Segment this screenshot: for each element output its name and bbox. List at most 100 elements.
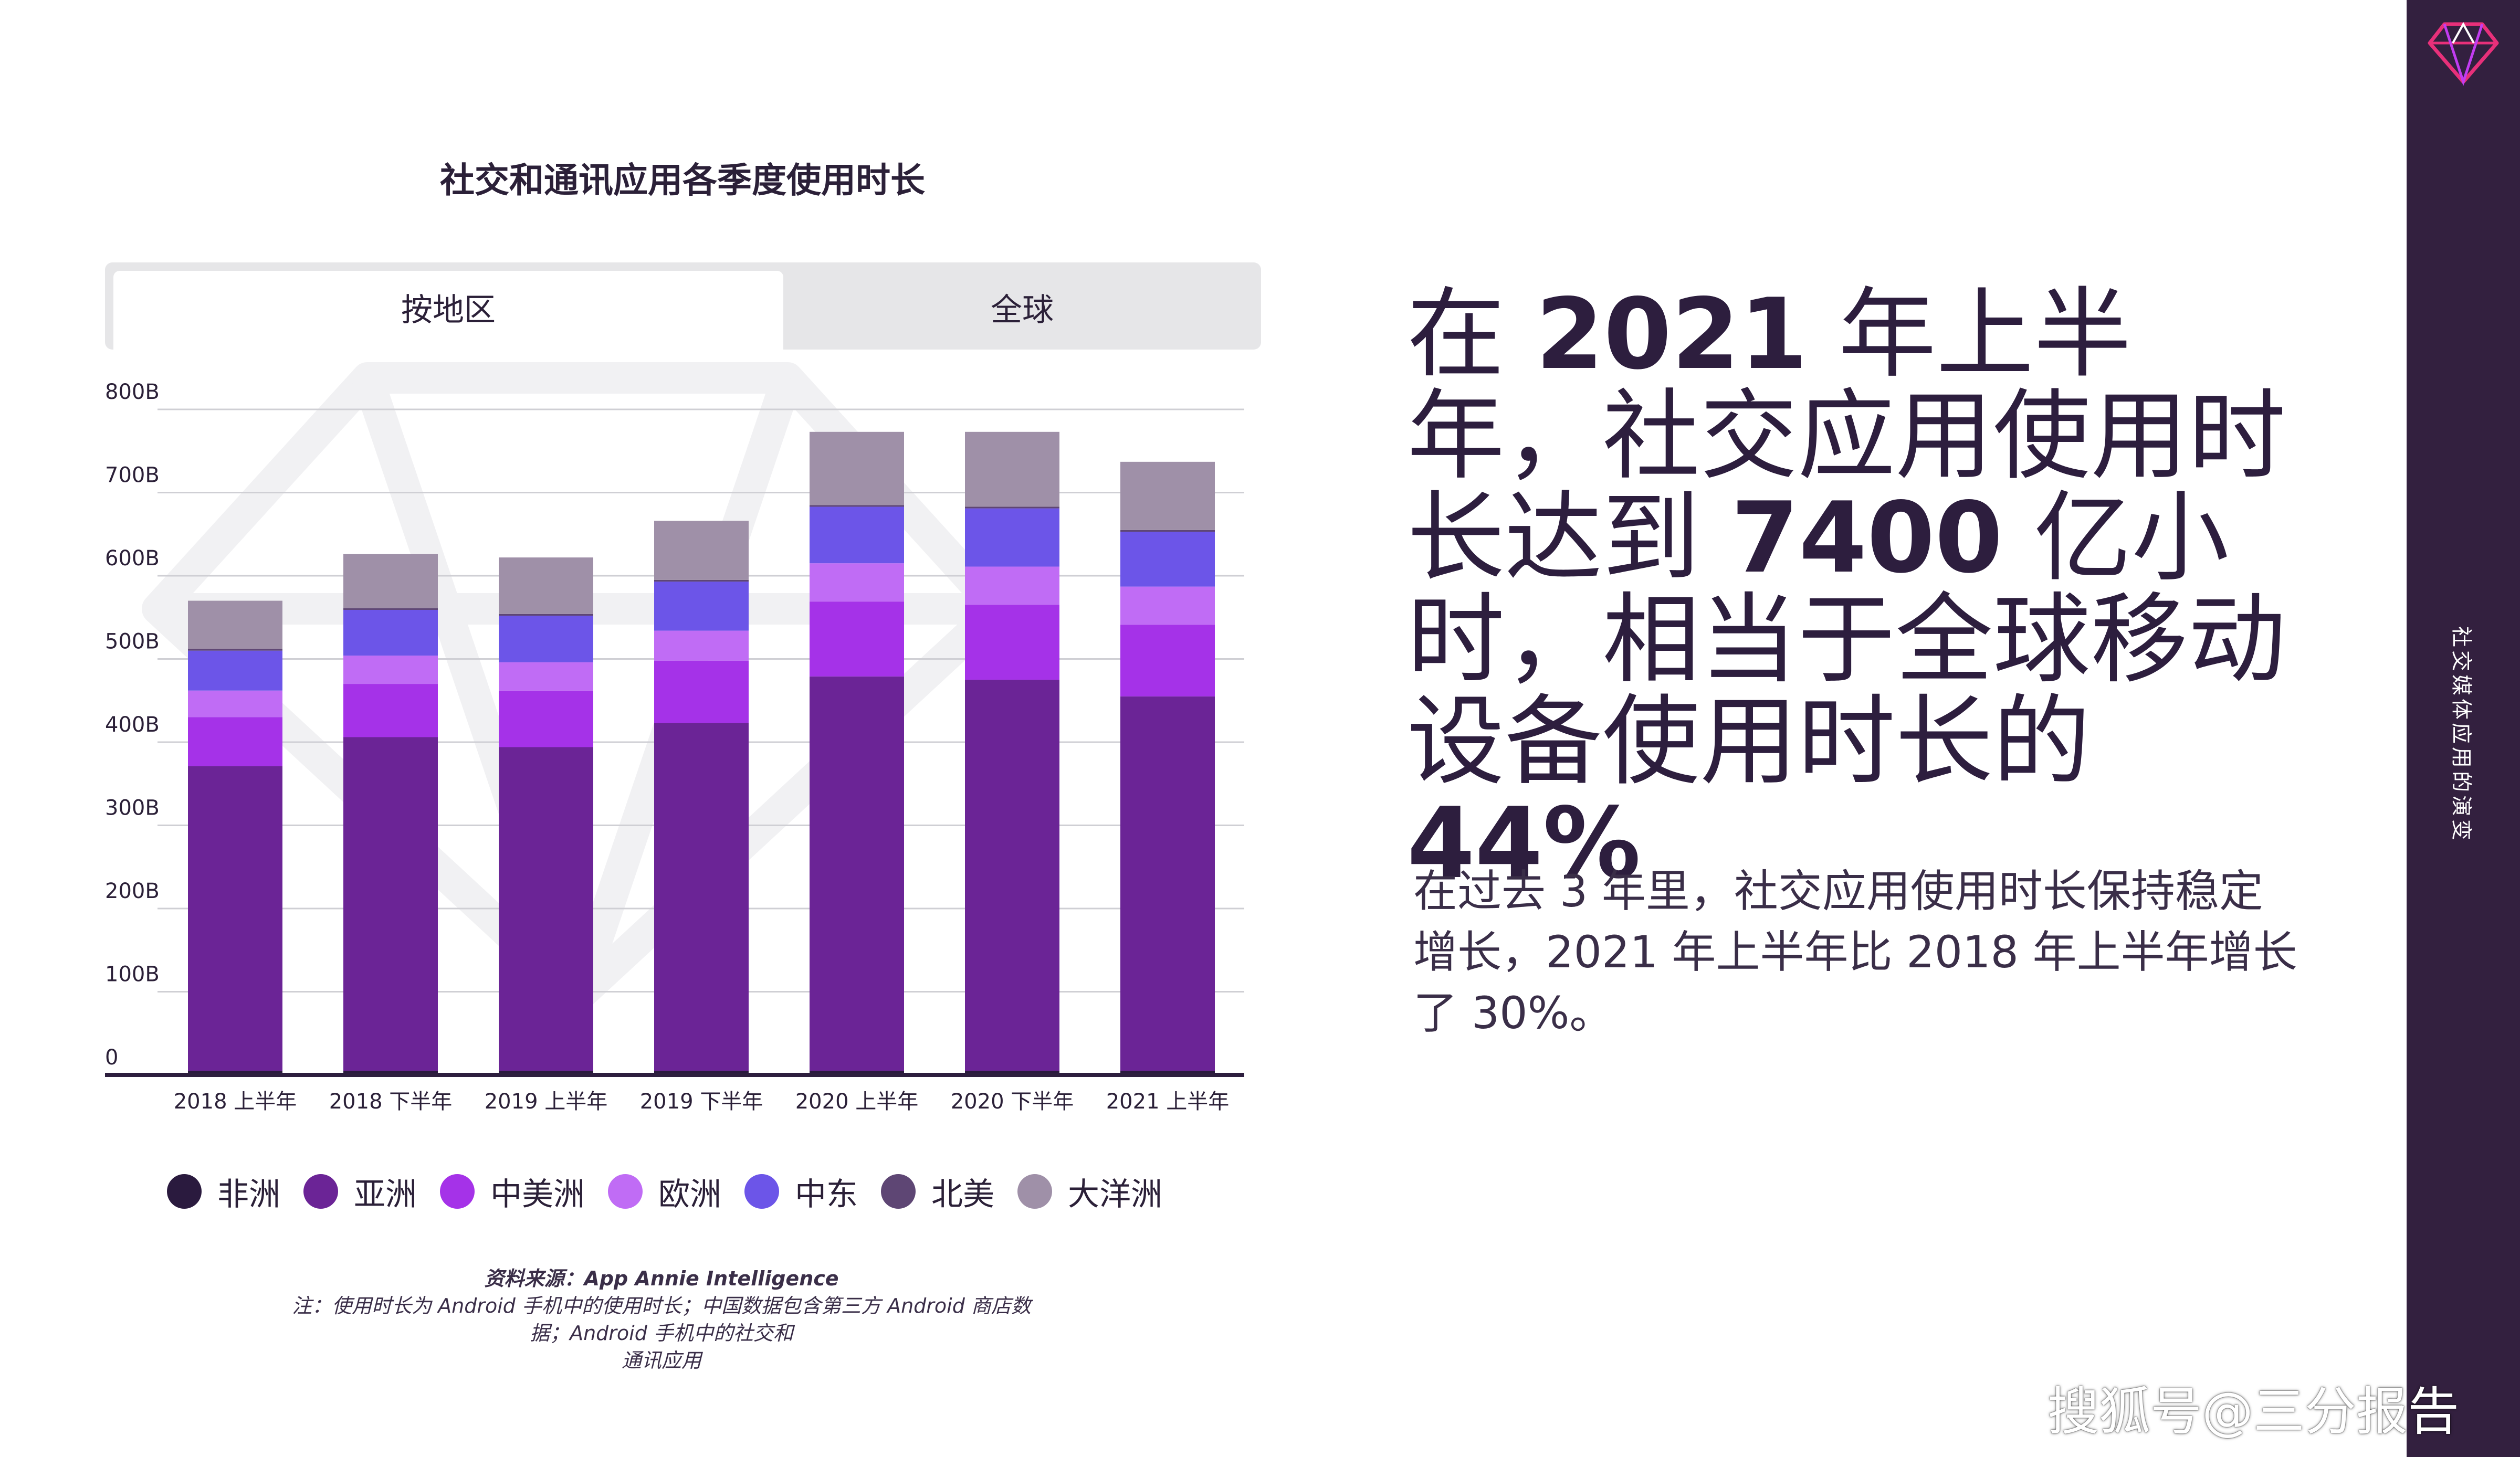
- y-tick-label: 400B: [105, 713, 160, 737]
- note-line-1: 注：使用时长为 Android 手机中的使用时长；中国数据包含第三方 Andro…: [292, 1294, 1031, 1317]
- legend-item: 中美洲: [440, 1169, 585, 1215]
- chart-title: 社交和通讯应用各季度使用时长: [440, 160, 925, 200]
- bar-segment: [1120, 461, 1215, 530]
- bar-segment: [188, 649, 282, 651]
- legend-item: 中东: [744, 1169, 858, 1215]
- legend-item: 大洋洲: [1017, 1169, 1162, 1215]
- y-tick-label: 500B: [105, 630, 160, 654]
- sidebar-section-title: 社交媒体应用的演变: [2449, 626, 2473, 843]
- bar-segment: [810, 506, 904, 564]
- bar-segment: [188, 600, 282, 649]
- source-line: 资料来源：App Annie Intelligence: [484, 1267, 839, 1290]
- x-tick-label: 2020 下半年: [951, 1090, 1074, 1114]
- bar-segment: [188, 690, 282, 717]
- bar-segment: [810, 601, 904, 677]
- bar-segment: [188, 717, 282, 766]
- bar-segment: [1120, 696, 1215, 1071]
- body-paragraph: 在过去 3 年里，社交应用使用时长保持稳定增长，2021 年上半年比 2018 …: [1413, 865, 2297, 1039]
- legend-swatch: [167, 1174, 202, 1209]
- x-tick-label: 2019 下半年: [640, 1090, 763, 1114]
- legend-label: 大洋洲: [1068, 1176, 1162, 1213]
- bar-segment: [1120, 531, 1215, 587]
- bar-segment: [499, 614, 593, 616]
- x-tick-label: 2018 下半年: [329, 1090, 453, 1114]
- bar-segment: [810, 563, 904, 602]
- bar-segment: [654, 660, 749, 723]
- legend-item: 北美: [881, 1169, 994, 1215]
- bar-segment: [1120, 530, 1215, 532]
- legend-label: 中美洲: [490, 1176, 585, 1213]
- headline-text-1: 在: [1407, 277, 1536, 391]
- legend-item: 欧洲: [608, 1169, 721, 1215]
- headline: 在 2021 年上半年，社交应用使用时长达到 7400 亿小时，相当于全球移动设…: [1407, 283, 2320, 894]
- legend-item: 非洲: [167, 1169, 280, 1215]
- y-tick-label: 100B: [105, 963, 160, 987]
- headline-text-3: 亿小时，相当于全球移动设备使用时长的: [1407, 481, 2286, 798]
- note-line-2: 据；Android 手机中的社交和: [530, 1322, 793, 1345]
- y-tick-label: 700B: [105, 463, 160, 488]
- x-tick-label: 2021 上半年: [1106, 1090, 1230, 1114]
- source-note: 资料来源：App Annie Intelligence 注：使用时长为 Andr…: [252, 1265, 1071, 1374]
- bar-segment: [188, 766, 282, 1071]
- y-tick-label: 600B: [105, 546, 160, 571]
- y-tick-label: 0: [105, 1046, 118, 1070]
- legend-label: 中东: [795, 1176, 858, 1213]
- tab-global[interactable]: 全球: [991, 292, 1054, 329]
- bar-segment: [654, 630, 749, 661]
- legend-label: 北美: [931, 1176, 994, 1213]
- headline-hours: 7400: [1731, 481, 2003, 595]
- legend-swatch: [1017, 1174, 1052, 1209]
- legend-swatch: [303, 1174, 338, 1209]
- bar-segment: [654, 723, 749, 1071]
- bar-segment: [499, 690, 593, 747]
- bar-segment: [965, 680, 1059, 1071]
- chart-legend: 非洲 亚洲 中美洲 欧洲 中东 北美 大洋洲: [167, 1165, 1185, 1218]
- legend-swatch: [881, 1174, 916, 1209]
- bar-segment: [499, 747, 593, 1071]
- bar-segment: [343, 656, 438, 684]
- bar-segment: [965, 506, 1059, 509]
- legend-swatch: [440, 1174, 475, 1209]
- sidebar: 社交媒体应用的演变: [2407, 0, 2520, 1457]
- legend-swatch: [744, 1174, 779, 1209]
- legend-label: 亚洲: [354, 1176, 417, 1213]
- headline-year: 2021: [1536, 277, 1808, 391]
- note-line-3: 通讯应用: [621, 1349, 701, 1372]
- bar-segment: [343, 609, 438, 656]
- bar-segment: [343, 554, 438, 608]
- bar-segment: [810, 431, 904, 505]
- x-tick-label: 2018 上半年: [174, 1090, 297, 1114]
- y-tick-label: 300B: [105, 796, 160, 820]
- bar-segment: [965, 431, 1059, 507]
- headline-percent: 44%: [1407, 786, 1641, 900]
- bar-segment: [188, 650, 282, 691]
- bar-segment: [499, 616, 593, 662]
- y-tick-label: 800B: [105, 380, 160, 404]
- headline-text-2: 年上半年，社交应用使用时长达到: [1407, 277, 2286, 595]
- bar-segment: [965, 605, 1059, 680]
- tab-by-region[interactable]: 按地区: [113, 271, 783, 350]
- legend-label: 欧洲: [658, 1176, 721, 1213]
- bar-segment: [343, 608, 438, 610]
- bar-segment: [1120, 625, 1215, 696]
- x-tick-label: 2020 上半年: [795, 1090, 919, 1114]
- bar-segment: [654, 582, 749, 631]
- legend-item: 亚洲: [303, 1169, 417, 1215]
- region-tabs: 按地区 全球: [105, 262, 1261, 350]
- bar-segment: [499, 557, 593, 614]
- x-tick-label: 2019 上半年: [485, 1090, 608, 1114]
- legend-swatch: [608, 1174, 643, 1209]
- bar-segment: [654, 579, 749, 582]
- diamond-logo-icon: [2428, 22, 2499, 87]
- bar-segment: [1120, 586, 1215, 625]
- y-tick-label: 200B: [105, 879, 160, 903]
- stacked-bar-chart: 0 100B 200B 300B 400B 500B 600B 700B 800B 2018 上半…: [105, 362, 1244, 1114]
- bar-segment: [810, 505, 904, 507]
- source-watermark: 搜狐号@三分报告: [2048, 1382, 2460, 1442]
- bar-segment: [654, 521, 749, 580]
- bar-segment: [965, 508, 1059, 567]
- bar-segment: [499, 662, 593, 691]
- bar-segment: [810, 676, 904, 1071]
- legend-label: 非洲: [217, 1176, 280, 1213]
- bar-segment: [965, 566, 1059, 605]
